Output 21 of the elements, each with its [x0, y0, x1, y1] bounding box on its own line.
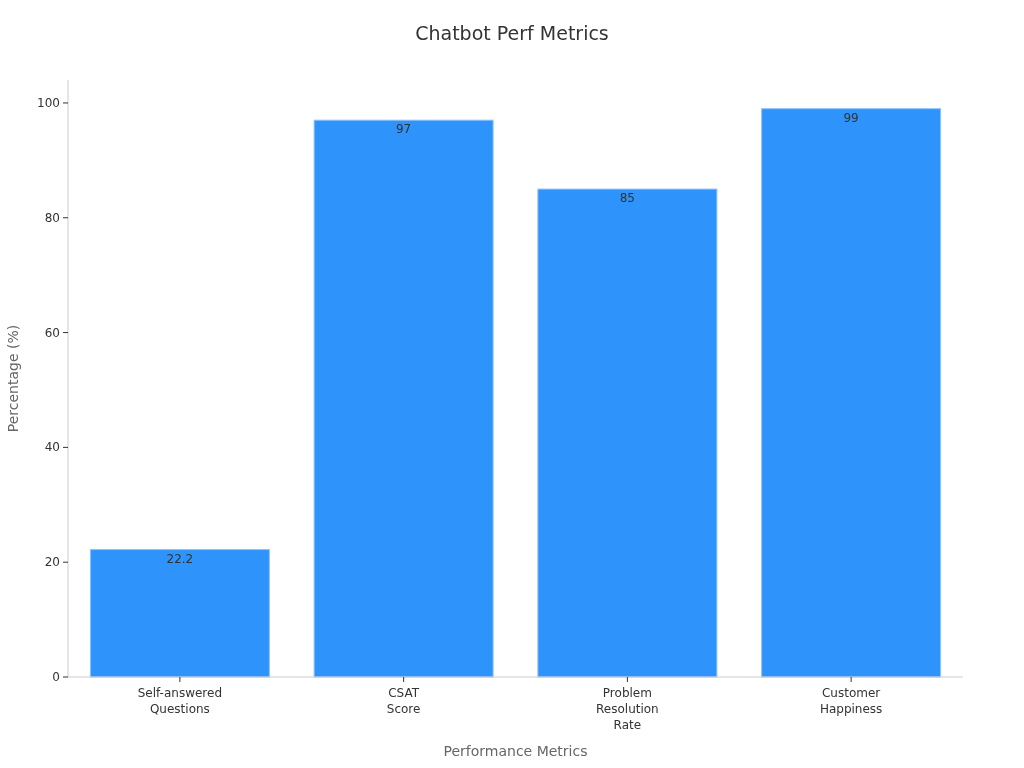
y-tick-label: 60 [44, 325, 60, 340]
bar [313, 119, 494, 678]
x-tick-label: Problem Resolution Rate [596, 686, 659, 732]
y-tick-label: 0 [52, 670, 60, 684]
data-label: 85 [619, 191, 636, 206]
bar [761, 108, 942, 678]
y-tick-label: 40 [44, 440, 60, 455]
y-axis-title: Percentage (%) [5, 324, 21, 433]
data-label: 99 [843, 110, 859, 125]
y-tick-label: 100 [37, 95, 60, 110]
chart-title: Chatbot Perf Metrics [415, 22, 609, 44]
data-label: 22.2 [166, 551, 194, 566]
x-tick-label: Self-answered Questions [137, 686, 223, 716]
y-tick-label: 20 [44, 555, 60, 570]
x-axis-title: Performance Metrics [443, 743, 588, 759]
y-tick-label: 80 [44, 210, 60, 225]
x-tick-label: CSAT Score [386, 686, 421, 716]
x-tick-label: Customer Happiness [819, 686, 883, 716]
data-label: 97 [395, 122, 412, 137]
bar [89, 549, 270, 678]
bar [537, 188, 718, 678]
